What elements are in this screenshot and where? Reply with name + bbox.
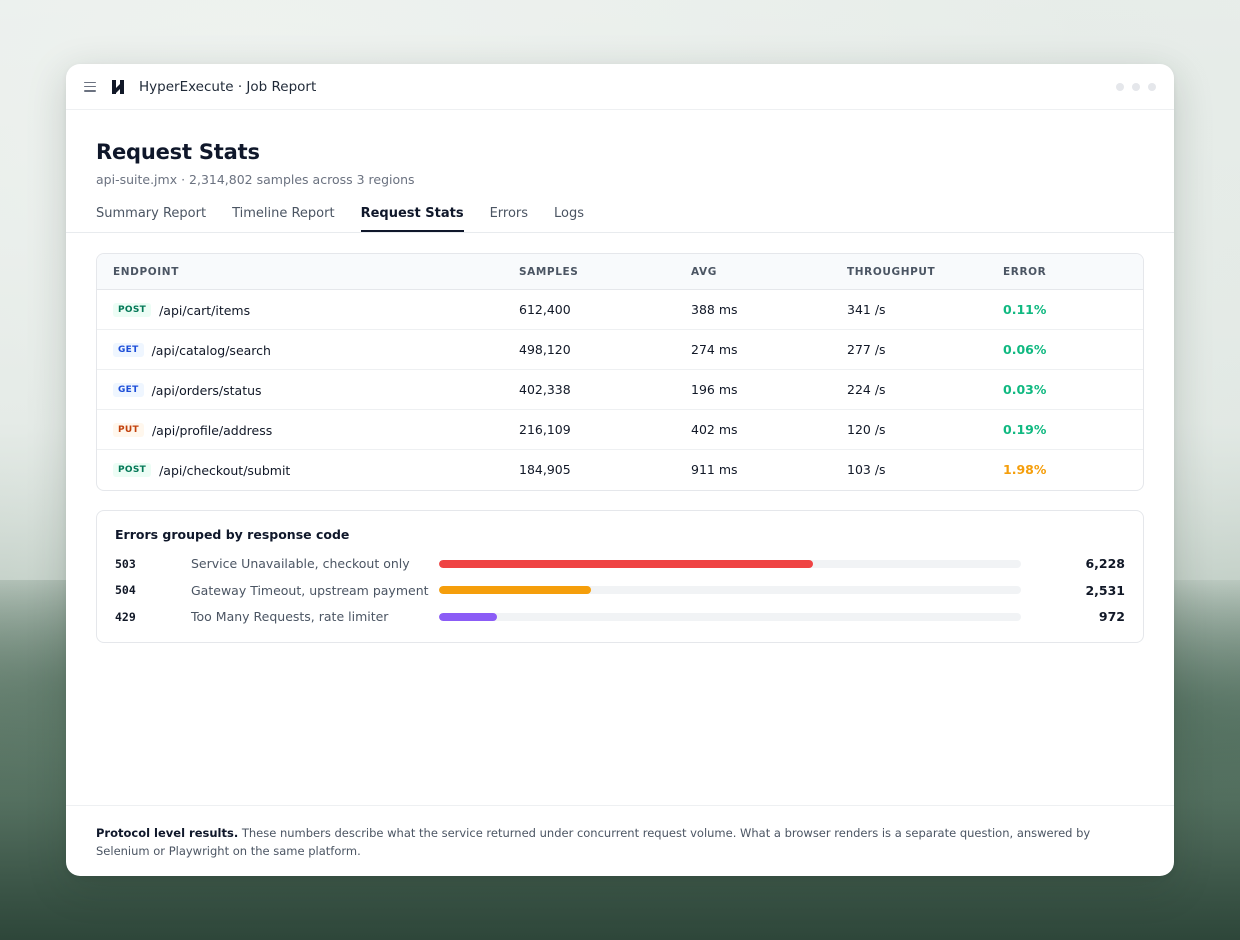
window-controls <box>1116 82 1156 91</box>
app-title: HyperExecute · Job Report <box>139 78 317 95</box>
table-row[interactable]: POST/api/checkout/submit 184,905 911 ms 103… <box>97 450 1143 490</box>
page-title: Request Stats <box>96 140 260 164</box>
avg-cell: 274 ms <box>675 329 831 370</box>
title-bar: HyperExecute · Job Report <box>66 64 1174 110</box>
error-count: 972 <box>1098 609 1125 625</box>
response-description: Gateway Timeout, upstream payment <box>191 582 429 598</box>
main-content: ENDPOINT SAMPLES AVG THROUGHPUT ERROR PO… <box>66 233 1174 643</box>
tab-summary-report[interactable]: Summary Report <box>96 206 207 221</box>
response-code: 504 <box>115 583 136 598</box>
endpoint-cell: GET/api/orders/status <box>97 369 503 410</box>
endpoint-path: /api/cart/items <box>159 302 251 318</box>
tab-request-stats[interactable]: Request Stats <box>360 206 464 232</box>
table-row[interactable]: PUT/api/profile/address 216,109 402 ms 120 … <box>97 409 1143 450</box>
http-method-badge: POST <box>113 463 152 478</box>
errors-panel-title: Errors grouped by response code <box>115 526 350 542</box>
throughput-cell: 120 /s <box>831 409 987 450</box>
table-row[interactable]: GET/api/orders/status 402,338 196 ms 224 /s… <box>97 369 1143 410</box>
error-code-row: 503 Service Unavailable, checkout only 6,2… <box>115 551 1125 578</box>
response-code: 429 <box>115 609 136 624</box>
page-header: Request Stats api-suite.jmx · 2,314,802 … <box>66 110 1174 233</box>
endpoint-cell: PUT/api/profile/address <box>97 409 503 450</box>
error-rate-cell: 1.98% <box>1003 462 1047 478</box>
samples-cell: 216,109 <box>503 409 675 450</box>
throughput-cell: 341 /s <box>831 289 987 330</box>
samples-cell: 402,338 <box>503 369 675 410</box>
table-header-row: ENDPOINT SAMPLES AVG THROUGHPUT ERROR <box>97 254 1143 290</box>
error-bar-fill <box>439 586 591 595</box>
error-bar-fill <box>439 559 813 568</box>
errors-by-code-panel: Errors grouped by response code 503 Servi… <box>96 509 1144 643</box>
endpoint-path: /api/profile/address <box>151 422 273 438</box>
throughput-cell: 277 /s <box>831 329 987 370</box>
samples-cell: 612,400 <box>503 289 675 330</box>
table-row[interactable]: GET/api/catalog/search 498,120 274 ms 277 /… <box>97 329 1143 370</box>
column-header-endpoint[interactable]: ENDPOINT <box>97 254 503 290</box>
response-description: Service Unavailable, checkout only <box>191 556 410 572</box>
error-count: 6,228 <box>1085 556 1125 572</box>
endpoint-cell: POST/api/checkout/submit <box>97 450 503 490</box>
throughput-cell: 103 /s <box>847 462 886 478</box>
endpoint-cell: POST/api/cart/items <box>97 289 503 330</box>
avg-cell: 196 ms <box>675 369 831 410</box>
error-bar-track <box>439 612 1021 621</box>
error-count: 2,531 <box>1085 582 1125 598</box>
tab-timeline-report[interactable]: Timeline Report <box>232 206 335 221</box>
menu-icon[interactable] <box>84 81 96 92</box>
hyperexecute-logo-icon <box>112 79 124 94</box>
tab-logs[interactable]: Logs <box>554 206 585 221</box>
error-rate-cell: 0.06% <box>987 329 1143 370</box>
http-method-badge: PUT <box>113 423 144 437</box>
column-header-samples[interactable]: SAMPLES <box>503 254 675 290</box>
error-rate-cell: 0.11% <box>987 289 1143 330</box>
request-stats-table: ENDPOINT SAMPLES AVG THROUGHPUT ERROR PO… <box>96 253 1144 491</box>
avg-cell: 402 ms <box>675 409 831 450</box>
endpoint-path: /api/checkout/submit <box>159 462 291 478</box>
endpoint-path: /api/catalog/search <box>151 342 271 358</box>
throughput-cell: 224 /s <box>831 369 987 410</box>
page-subtitle: api-suite.jmx · 2,314,802 samples across… <box>96 172 415 187</box>
avg-cell: 388 ms <box>675 289 831 330</box>
error-rate-cell: 0.03% <box>987 369 1143 410</box>
http-method-badge: GET <box>113 343 144 357</box>
samples-cell: 498,120 <box>503 329 675 370</box>
response-description: Too Many Requests, rate limiter <box>191 609 389 625</box>
error-bar-track <box>439 559 1021 568</box>
error-code-row: 504 Gateway Timeout, upstream payment 2,53… <box>115 577 1125 604</box>
tab-errors[interactable]: Errors <box>489 206 529 221</box>
column-header-error[interactable]: ERROR <box>987 254 1143 290</box>
window-dot-icon[interactable] <box>1116 82 1124 91</box>
column-header-avg[interactable]: AVG <box>675 254 831 290</box>
samples-cell: 184,905 <box>519 462 571 478</box>
response-code: 503 <box>115 556 136 571</box>
report-tabs: Summary Report Timeline Report Request Sta… <box>96 206 1144 232</box>
column-header-throughput[interactable]: THROUGHPUT <box>831 254 987 290</box>
footer-note: Protocol level results. These numbers de… <box>66 805 1174 876</box>
footer-text: These numbers describe what the service … <box>96 826 1091 858</box>
error-code-row: 429 Too Many Requests, rate limiter 972 <box>115 604 1125 631</box>
window-dot-icon[interactable] <box>1148 82 1156 91</box>
error-rate-cell: 0.19% <box>987 409 1143 450</box>
endpoint-path: /api/orders/status <box>151 382 262 398</box>
avg-cell: 911 ms <box>691 462 738 478</box>
window-dot-icon[interactable] <box>1132 82 1140 91</box>
footer-lead: Protocol level results. <box>96 826 239 840</box>
error-bar-fill <box>439 612 498 621</box>
http-method-badge: POST <box>113 303 152 317</box>
table-row[interactable]: POST/api/cart/items 612,400 388 ms 341 /s 0.… <box>97 289 1143 330</box>
report-window: HyperExecute · Job Report Request Stats … <box>66 64 1174 876</box>
endpoint-cell: GET/api/catalog/search <box>97 329 503 370</box>
http-method-badge: GET <box>113 383 144 397</box>
error-bar-track <box>439 586 1021 595</box>
